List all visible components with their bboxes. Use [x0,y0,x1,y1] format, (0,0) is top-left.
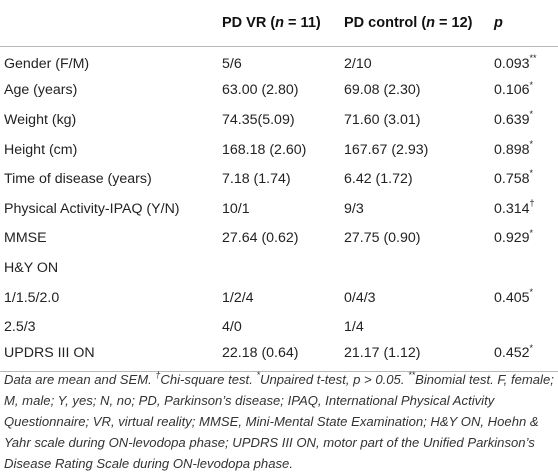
p-value: 0.929* [490,224,558,254]
p-value-test-mark: * [529,138,534,149]
p-value-number: 0.929 [494,230,530,247]
row-label: 2.5/3 [4,319,36,336]
p-value [490,312,558,342]
footnote-double-star-mark: ** [408,369,416,380]
table-header-row: PD VR (n = 11) PD control (n = 12) p [0,0,558,46]
table-row: UPDRS III ON 22.18 (0.64) 21.17 (1.12) 0.45… [0,342,558,372]
row-label: Physical Activity-IPAQ (Y/N) [4,200,180,217]
p-value-test-mark: * [529,79,534,90]
p-value-number: 0.405 [494,289,530,306]
header-pd-control-suffix: = 12) [435,14,473,31]
header-pd-control-prefix: PD control ( [344,14,427,31]
p-value-test-mark: ** [529,53,537,64]
table-body: Gender (F/M) 5/6 2/10 0.093** Age (years) 63.… [0,46,558,372]
pd-control-value: 27.75 (0.90) [344,230,421,247]
pd-vr-value: 5/6 [222,56,242,73]
pd-control-value: 9/3 [344,200,364,217]
table-row: Physical Activity-IPAQ (Y/N) 10/1 9/3 0.314… [0,194,558,224]
row-label: Height (cm) [4,141,78,158]
p-value-test-mark: * [529,109,534,120]
row-label: MMSE [4,230,47,247]
pd-control-value: 69.08 (2.30) [344,82,421,99]
pd-vr-value: 22.18 (0.64) [222,345,299,362]
p-value-number: 0.314 [494,200,530,217]
header-pd-control-n: n [426,14,436,31]
demographics-table: PD VR (n = 11) PD control (n = 12) p Gen… [0,0,558,372]
header-pd-vr: PD VR (n = 11) [218,0,340,46]
footnote-part-b: Chi-square test. [160,372,257,387]
table-row: Time of disease (years) 7.18 (1.74) 6.42 (… [0,164,558,194]
pd-vr-value [218,253,340,283]
header-p-label: p [494,14,503,31]
p-value-number: 0.106 [494,82,530,99]
p-value-test-mark: * [529,286,534,297]
pd-control-value: 0/4/3 [344,289,376,306]
pd-control-value: 21.17 (1.12) [344,345,421,362]
p-value-test-mark: * [529,342,534,353]
pd-vr-value: 10/1 [222,200,250,217]
p-value: 0.758* [490,164,558,194]
table-row: H&Y ON [0,253,558,283]
pd-vr-value: 74.35(5.09) [222,111,295,128]
pd-vr-value: 27.64 (0.62) [222,230,299,247]
p-value-number: 0.898 [494,141,530,158]
p-value: 0.639* [490,105,558,135]
header-pd-vr-suffix: = 11) [284,14,321,31]
header-variable [0,0,218,46]
pd-control-value: 167.67 (2.93) [344,141,429,158]
pd-control-value [340,253,490,283]
p-value-test-mark: * [529,168,534,179]
p-value-number: 0.639 [494,111,530,128]
table-row: MMSE 27.64 (0.62) 27.75 (0.90) 0.929* [0,224,558,254]
header-p-value: p [490,0,558,46]
header-pd-control: PD control (n = 12) [340,0,490,46]
table-row: Weight (kg) 74.35(5.09) 71.60 (3.01) 0.639* [0,105,558,135]
p-value-test-mark: * [529,227,534,238]
pd-vr-value: 63.00 (2.80) [222,82,299,99]
footnote-star-mark: * [256,369,260,380]
demographics-table-container: PD VR (n = 11) PD control (n = 12) p Gen… [0,0,558,372]
table-footnote: Data are mean and SEM. †Chi-square test.… [4,369,556,474]
p-value-number: 0.452 [494,345,530,362]
footnote-part-d: Binomial test. F, female; M, male; Y, ye… [4,372,554,471]
row-label: Gender (F/M) [4,56,90,73]
row-label: Weight (kg) [4,111,77,128]
row-label: 1/1.5/2.0 [4,289,60,306]
table-row: 1/1.5/2.0 1/2/4 0/4/3 0.405* [0,283,558,313]
pd-control-value: 71.60 (3.01) [344,111,421,128]
pd-vr-value: 4/0 [222,319,242,336]
row-label: Age (years) [4,82,78,99]
pd-control-value: 2/10 [344,56,372,73]
header-pd-vr-prefix: PD VR ( [222,14,276,31]
footnote-dagger-mark: † [155,369,161,380]
row-label: Time of disease (years) [4,171,152,188]
pd-vr-value: 168.18 (2.60) [222,141,307,158]
p-value [490,253,558,283]
pd-vr-value: 1/2/4 [222,289,254,306]
p-value-number: 0.758 [494,171,530,188]
p-value-test-mark: † [529,198,535,209]
table-row: Gender (F/M) 5/6 2/10 0.093** [0,46,558,76]
row-label: UPDRS III ON [4,345,95,362]
p-value: 0.452* [490,342,558,372]
p-value: 0.093** [490,46,558,76]
pd-control-value: 1/4 [344,319,364,336]
p-value: 0.314† [490,194,558,224]
footnote-part-a: Data are mean and SEM. [4,372,156,387]
p-value: 0.106* [490,76,558,106]
p-value-number: 0.093 [494,56,530,73]
p-value: 0.898* [490,135,558,165]
row-label: H&Y ON [4,259,59,276]
table-row: 2.5/3 4/0 1/4 [0,312,558,342]
p-value: 0.405* [490,283,558,313]
pd-control-value: 6.42 (1.72) [344,171,413,188]
footnote-part-c: Unpaired t-test, p > 0.05. [259,372,409,387]
table-row: Height (cm) 168.18 (2.60) 167.67 (2.93) 0.8… [0,135,558,165]
header-pd-vr-n: n [275,14,285,31]
table-row: Age (years) 63.00 (2.80) 69.08 (2.30) 0.106… [0,76,558,106]
pd-vr-value: 7.18 (1.74) [222,171,291,188]
